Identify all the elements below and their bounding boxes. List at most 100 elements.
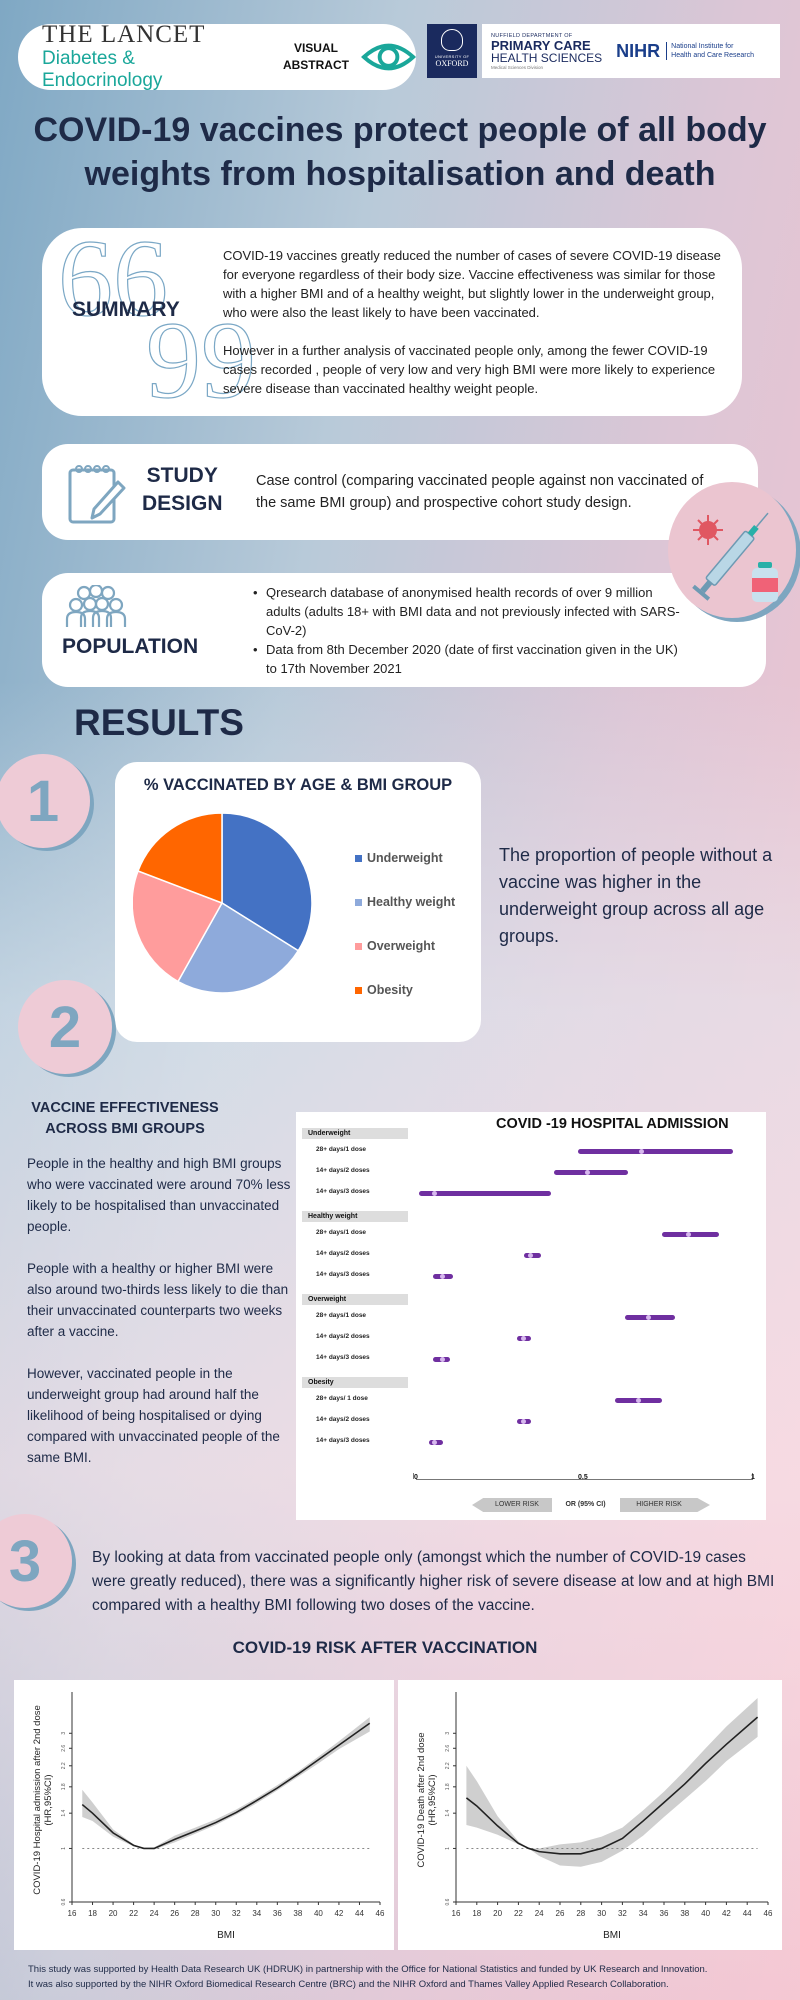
odds-ratio-point (440, 1357, 446, 1362)
pie-chart-card: % VACCINATED BY AGE & BMI GROUP Underwei… (115, 762, 481, 1042)
forest-group-label: Underweight (302, 1128, 408, 1139)
vaccine-effectiveness-heading: VACCINE EFFECTIVENESS ACROSS BMI GROUPS (31, 1100, 219, 1137)
svg-text:44: 44 (355, 1909, 364, 1918)
legend-swatch (355, 898, 362, 906)
svg-text:30: 30 (597, 1909, 606, 1918)
funding-footer: This study was supported by Health Data … (28, 1964, 708, 1990)
forest-row-label: 14+ days/2 doses (316, 1167, 370, 1174)
vaccine-effectiveness-text: People in the healthy and high BMI group… (27, 1156, 291, 1465)
svg-text:16: 16 (68, 1909, 77, 1918)
odds-ratio-point (521, 1336, 527, 1341)
svg-text:20: 20 (493, 1909, 502, 1918)
legend-item-healthy-weight: Healthy weight (355, 880, 455, 924)
svg-text:2.2: 2.2 (61, 1762, 67, 1769)
forest-group-label: Overweight (302, 1294, 408, 1305)
nihr-subtitle: National Institute for Health and Care R… (671, 43, 755, 59)
svg-text:1: 1 (61, 1847, 67, 1850)
odds-ratio-point (440, 1274, 446, 1279)
svg-text:COVID-19 Hospital admission af: COVID-19 Hospital admission after 2nd do… (32, 1705, 43, 1895)
svg-text:3: 3 (61, 1732, 67, 1735)
forest-plot-title: COVID -19 HOSPITAL ADMISSION (496, 1116, 729, 1132)
legend-swatch (355, 854, 362, 862)
forest-row-label: 28+ days/1 dose (316, 1146, 367, 1153)
svg-text:2.6: 2.6 (445, 1745, 451, 1752)
line-chart: 16 18 20 22 24 26 28 30 32 34 36 38 40 42 44 46 0.6 1 1.4 1… (32, 1692, 385, 1941)
summary-heading: SUMMARY (72, 298, 180, 321)
population-card: POPULATION Qresearch database of anonymi… (42, 573, 766, 687)
study-design-card: STUDY DESIGN Case control (comparing vac… (42, 444, 758, 540)
odds-ratio-point (432, 1191, 438, 1196)
svg-text:1.8: 1.8 (445, 1783, 451, 1790)
x-tick-label: 1 (751, 1474, 755, 1481)
lancet-logo-card: THE LANCET Diabetes & Endocrinology VISU… (18, 22, 416, 92)
syringe-virus-vial-icon (692, 512, 778, 602)
journal-subtitle: Diabetes & Endocrinology (42, 48, 163, 91)
result-number-1: 1 (0, 754, 90, 848)
svg-text:26: 26 (556, 1909, 565, 1918)
or-label: OR (95% CI) (565, 1501, 606, 1508)
result-number-3: 3 (0, 1514, 72, 1608)
svg-text:BMI: BMI (603, 1930, 621, 1941)
svg-text:1.8: 1.8 (61, 1783, 67, 1790)
line-chart: 16 18 20 22 24 26 28 30 32 34 36 38 40 42 44 46 0.6 1 1.4 1… (416, 1692, 773, 1941)
people-group-icon (65, 585, 127, 627)
page-title: COVID-19 vaccines protect people of all … (33, 111, 767, 193)
pie-legend: Underweight Healthy weight Overweight Ob… (355, 836, 455, 1012)
open-quote-icon: 66 (57, 217, 168, 339)
x-tick-label: 0.5 (578, 1474, 588, 1481)
pie-slice-obesity (137, 812, 223, 905)
pie-slice-overweight (133, 870, 224, 983)
result-number-2: 2 (18, 980, 112, 1074)
hospital-admission-chart: 16 18 20 22 24 26 28 30 32 34 36 38 40 42 44 46 0.6 1 1.4 1… (14, 1680, 394, 1950)
svg-text:28: 28 (191, 1909, 200, 1918)
partner-logos: NUFFIELD DEPARTMENT OF PRIMARY CARE HEAL… (482, 24, 780, 78)
forest-row-label: 14+ days/3 doses (316, 1437, 370, 1444)
forest-group-label: Obesity (302, 1377, 408, 1388)
nuffield-logo: NUFFIELD DEPARTMENT OF PRIMARY CARE HEAL… (491, 32, 603, 70)
svg-text:34: 34 (252, 1909, 261, 1918)
forest-row-label: 14+ days/2 doses (316, 1333, 370, 1340)
svg-text:36: 36 (273, 1909, 282, 1918)
svg-text:42: 42 (722, 1909, 731, 1918)
legend-swatch (355, 942, 362, 950)
svg-text:1.4: 1.4 (445, 1809, 451, 1816)
svg-text:24: 24 (150, 1909, 159, 1918)
svg-text:20: 20 (109, 1909, 118, 1918)
forest-row-label: 14+ days/3 doses (316, 1354, 370, 1361)
pie-chart (133, 812, 313, 994)
svg-text:22: 22 (514, 1909, 523, 1918)
svg-text:28: 28 (576, 1909, 585, 1918)
svg-text:3: 3 (445, 1732, 451, 1735)
odds-ratio-point (528, 1253, 534, 1258)
legend-item-underweight: Underweight (355, 836, 455, 880)
higher-risk-arrow: HIGHER RISK (620, 1498, 710, 1512)
study-design-heading: STUDY DESIGN (142, 464, 223, 515)
pie-chart-title: % VACCINATED BY AGE & BMI GROUP (143, 776, 453, 794)
forest-row-label: 28+ days/1 dose (316, 1312, 367, 1319)
population-list: Qresearch database of anonymised health … (251, 583, 681, 678)
lancet-logo: THE LANCET Diabetes & Endocrinology (42, 22, 257, 92)
risk-after-vaccination-heading: COVID-19 RISK AFTER VACCINATION (232, 1638, 538, 1657)
vaccine-illustration (668, 482, 796, 618)
svg-text:38: 38 (680, 1909, 689, 1918)
journal-title: THE LANCET (42, 21, 206, 48)
forest-row-label: 28+ days/ 1 dose (316, 1395, 368, 1402)
svg-text:32: 32 (618, 1909, 627, 1918)
svg-text:18: 18 (88, 1909, 97, 1918)
svg-text:16: 16 (452, 1909, 461, 1918)
svg-text:38: 38 (293, 1909, 302, 1918)
result-3-text: By looking at data from vaccinated peopl… (92, 1549, 775, 1614)
confidence-interval-bar (419, 1191, 551, 1196)
odds-ratio-point (635, 1398, 641, 1403)
svg-text:COVID-19 Death after 2nd dose: COVID-19 Death after 2nd dose (416, 1732, 427, 1867)
population-heading: POPULATION (62, 635, 199, 658)
forest-row-label: 14+ days/3 doses (316, 1188, 370, 1195)
odds-ratio-point (686, 1232, 692, 1237)
svg-text:2.6: 2.6 (61, 1745, 67, 1752)
svg-text:2.2: 2.2 (445, 1762, 451, 1769)
odds-ratio-point (585, 1170, 591, 1175)
results-heading: RESULTS (74, 702, 244, 743)
summary-text: COVID-19 vaccines greatly reduced the nu… (223, 248, 721, 396)
result-1-text: The proportion of people without a vacci… (499, 845, 773, 946)
svg-text:32: 32 (232, 1909, 241, 1918)
